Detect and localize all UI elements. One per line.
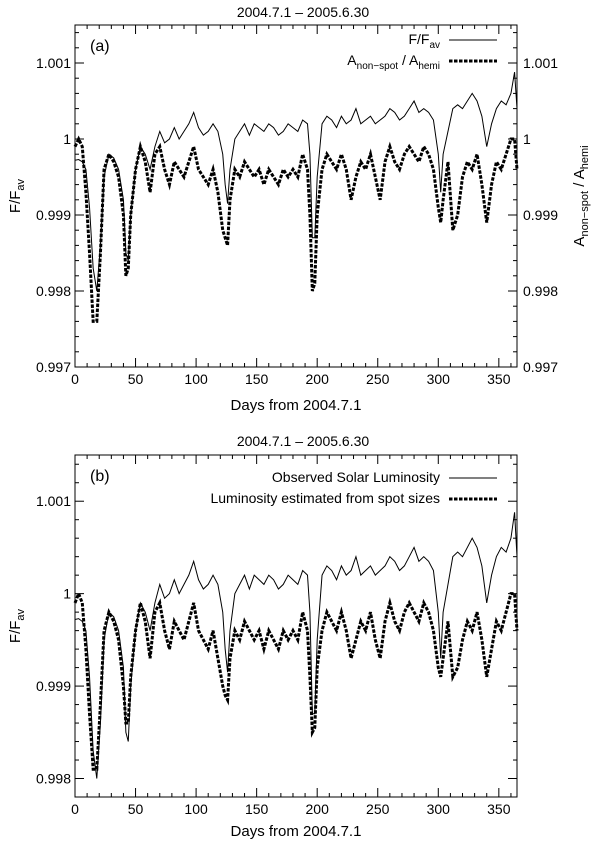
x-tick-label: 0 xyxy=(71,801,79,817)
y-tick-label: 0.998 xyxy=(36,283,71,299)
y-tick-label: 1 xyxy=(63,131,71,147)
data-point-dashed xyxy=(263,184,264,185)
panel-a-xlabel: Days from 2004.7.1 xyxy=(231,397,362,414)
panel-b-ylabel-left-main: F/F xyxy=(7,621,24,644)
data-point-dashed xyxy=(457,214,458,215)
panel-a-series-area-points xyxy=(74,138,517,322)
y-tick-label: 0.998 xyxy=(36,771,71,787)
data-point-dashed xyxy=(481,184,482,185)
y-tick-label: 1.001 xyxy=(36,493,71,509)
data-point-dashed xyxy=(341,154,342,155)
y-tick-label: 0.997 xyxy=(36,359,71,375)
panel-a-label: (a) xyxy=(90,38,110,55)
x-tick-label: 50 xyxy=(128,371,144,387)
x-tick-label: 50 xyxy=(128,801,144,817)
x-tick-label: 350 xyxy=(487,371,511,387)
panel-a-ylabel-right: Anon−spot / Ahemi xyxy=(571,145,591,246)
data-point-dashed xyxy=(302,154,303,155)
data-point-dashed xyxy=(321,169,322,170)
panel-b: 2004.7.1 – 2005.6.30 0 50 100 150 200 250 300 3… xyxy=(7,433,519,840)
panel-a-ylabel-left-main: F/F xyxy=(7,191,24,214)
panel-a-ylabel-right-b-sub: hemi xyxy=(579,145,591,169)
panel-b-y-axis: 0.998 0.999 1 1.001 xyxy=(36,463,517,798)
x-tick-label: 200 xyxy=(306,371,330,387)
data-point-dashed xyxy=(491,649,492,650)
x-tick-label: 150 xyxy=(245,801,269,817)
panel-a-series-area-line xyxy=(73,135,519,323)
data-point-dashed xyxy=(183,639,184,640)
x-tick-label: 250 xyxy=(366,371,390,387)
legend-b-dashed-label: Luminosity estimated from spot sizes xyxy=(210,490,440,506)
y-tick-label: 1 xyxy=(63,586,71,602)
legend-a-solid-sub: av xyxy=(429,40,440,51)
x-tick-label: 150 xyxy=(245,371,269,387)
x-tick-label: 350 xyxy=(487,801,511,817)
data-point-dashed xyxy=(145,161,146,162)
data-point-dashed xyxy=(365,169,366,170)
x-tick-label: 250 xyxy=(366,801,390,817)
data-point-dashed xyxy=(506,154,507,155)
panel-a-legend: F/Fav Anon−spot / Ahemi xyxy=(347,31,497,72)
legend-a-solid-main: F/F xyxy=(408,31,429,47)
y-tick-label: 0.999 xyxy=(36,678,71,694)
panel-b-plot-area xyxy=(73,512,519,779)
panel-b-series-estimated-points xyxy=(74,593,517,770)
panel-b-legend: Observed Solar Luminosity Luminosity est… xyxy=(210,469,497,506)
panel-b-x-axis: 0 50 100 150 200 250 300 350 xyxy=(71,455,512,817)
panel-a-ylabel-right-a: A xyxy=(571,237,588,247)
panel-a-x-axis: 0 50 100 150 200 250 300 350 xyxy=(71,25,512,387)
data-point-dashed xyxy=(496,161,497,162)
legend-a-dashed-b-sub: hemi xyxy=(418,61,440,72)
legend-a-dashed-a-sub: non−spot xyxy=(357,61,399,72)
panel-b-label: (b) xyxy=(90,468,110,485)
panel-a-title: 2004.7.1 – 2005.6.30 xyxy=(237,4,370,20)
y-tick-label-right: 1.001 xyxy=(523,55,558,71)
panel-a: 2004.7.1 – 2005.6.30 0 50 100 150 200 250 300 3… xyxy=(7,4,591,414)
panel-b-title: 2004.7.1 – 2005.6.30 xyxy=(237,433,370,449)
panel-b-frame xyxy=(74,454,518,798)
legend-a-dashed-label: Anon−spot / Ahemi xyxy=(347,52,440,72)
panel-a-series-ratio-points xyxy=(74,72,517,292)
panel-a-plot-area xyxy=(73,72,519,323)
panel-b-xlabel: Days from 2004.7.1 xyxy=(231,823,362,840)
x-tick-label: 300 xyxy=(427,371,451,387)
x-tick-label: 100 xyxy=(184,801,208,817)
y-tick-label-right: 1 xyxy=(523,131,531,147)
panel-a-ylabel-left-sub: av xyxy=(15,178,27,190)
panel-a-ylabel-right-a-sub: non−spot xyxy=(579,191,591,237)
panel-b-series-estimated-line xyxy=(73,589,519,771)
panel-a-series-ratio-line xyxy=(74,72,518,292)
x-tick-label: 100 xyxy=(184,371,208,387)
y-tick-label: 1.001 xyxy=(36,55,71,71)
data-point-dashed xyxy=(254,176,255,177)
panel-b-ylabel-left: F/Fav xyxy=(7,608,27,643)
y-tick-label-right: 0.999 xyxy=(523,207,558,223)
legend-a-solid-label: F/Fav xyxy=(408,31,440,51)
legend-a-dashed-mid: / A xyxy=(398,52,419,68)
y-tick-label-right: 0.997 xyxy=(523,359,558,375)
x-tick-label: 300 xyxy=(427,801,451,817)
data-point-dashed xyxy=(331,161,332,162)
panel-a-y-axis: 0.997 0.997 0.998 0.998 0.999 0.999 1 1 1.001 1.0… xyxy=(36,32,558,375)
x-tick-label: 0 xyxy=(71,371,79,387)
data-point-dashed xyxy=(283,169,284,170)
panel-b-ylabel-left-sub: av xyxy=(15,608,27,620)
y-tick-label: 0.999 xyxy=(36,207,71,223)
data-point-dashed xyxy=(355,176,356,177)
panel-a-frame xyxy=(74,24,518,368)
legend-b-solid-label: Observed Solar Luminosity xyxy=(272,469,440,485)
y-tick-label-right: 0.998 xyxy=(523,283,558,299)
data-point-dashed xyxy=(103,630,104,631)
panel-a-ylabel-left: F/Fav xyxy=(7,178,27,213)
x-tick-label: 200 xyxy=(306,801,330,817)
panel-a-ylabel-right-mid: / A xyxy=(571,169,588,191)
legend-a-dashed-a: A xyxy=(347,52,357,68)
